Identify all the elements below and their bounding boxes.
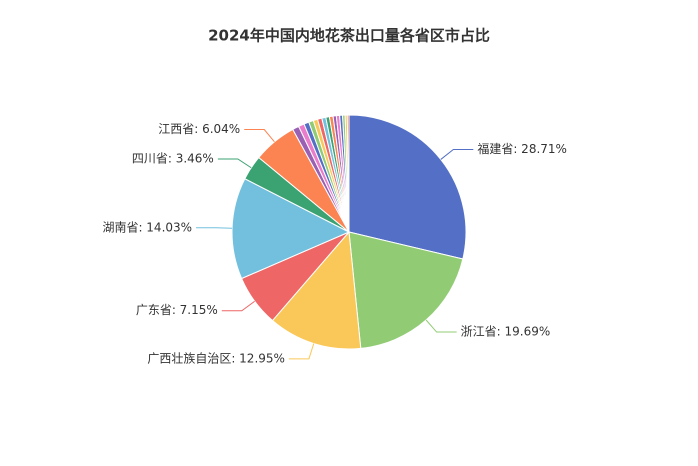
leader-line <box>440 149 474 160</box>
leader-line <box>221 300 255 312</box>
pie-slice <box>231 178 351 280</box>
pie-slice <box>348 114 467 260</box>
pie-slice <box>271 230 362 350</box>
slice-label: 福建省: 28.71% <box>477 141 567 156</box>
leader-line <box>217 158 252 169</box>
slice-label: 广西壮族自治区: 12.95% <box>147 351 285 365</box>
slice-label: 湖南省: 14.03% <box>102 219 192 234</box>
pie-slice <box>348 231 464 349</box>
slice-label: 广东省: 7.15% <box>136 303 218 317</box>
leader-line <box>244 129 275 143</box>
slice-label: 浙江省: 19.69% <box>461 325 551 339</box>
leader-line <box>425 319 457 333</box>
leader-line <box>288 343 315 360</box>
slice-label: 江西省: 6.04% <box>158 122 240 136</box>
slice-label: 四川省: 3.46% <box>132 151 214 165</box>
pie-slice <box>346 114 350 233</box>
leader-line <box>196 227 233 229</box>
chart-title: 2024年中国内地花茶出口量各省区市占比 <box>208 27 490 45</box>
